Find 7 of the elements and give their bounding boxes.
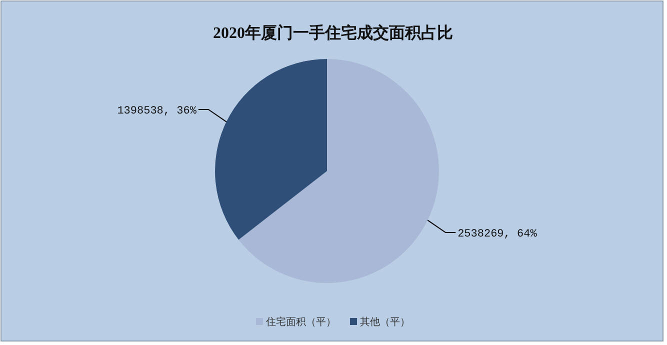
data-label: 2538269, 64% [458, 228, 538, 240]
chart-title: 2020年厦门一手住宅成交面积占比 [213, 23, 453, 42]
pie-slice [215, 59, 327, 240]
pie-slice [238, 59, 439, 283]
legend-label: 住宅面积（平） [266, 316, 336, 328]
legend-label: 其他（平） [360, 316, 410, 328]
data-label: 1398538, 36% [117, 106, 197, 118]
